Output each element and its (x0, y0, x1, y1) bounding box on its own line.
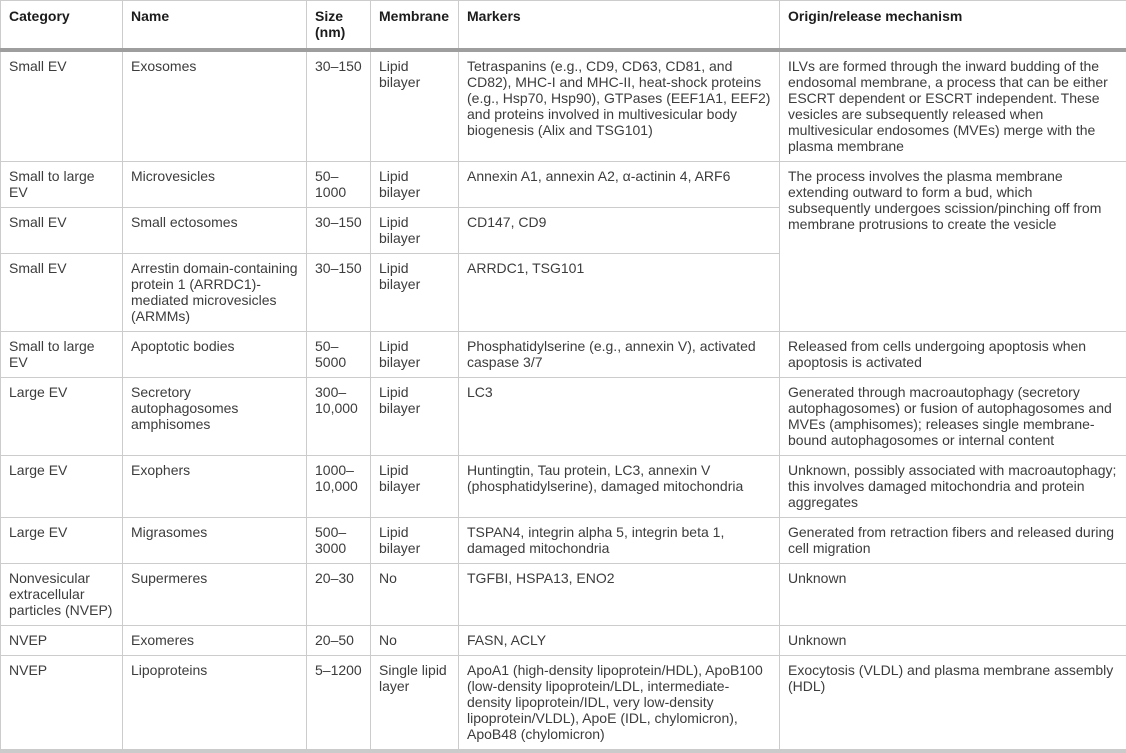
column-header-category: Category (1, 1, 123, 51)
table-row: Nonvesicular extracellular particles (NV… (1, 564, 1126, 626)
cell-membrane: Lipid bilayer (371, 332, 459, 378)
cell-size: 1000–10,000 (307, 456, 371, 518)
cell-category: Small to large EV (1, 332, 123, 378)
cell-category: Small EV (1, 50, 123, 162)
cell-size: 300–10,000 (307, 378, 371, 456)
cell-name: Supermeres (123, 564, 307, 626)
cell-size: 50–5000 (307, 332, 371, 378)
column-header-name: Name (123, 1, 307, 51)
cell-size: 30–150 (307, 50, 371, 162)
cell-origin: Unknown, possibly associated with macroa… (780, 456, 1126, 518)
cell-size: 30–150 (307, 254, 371, 332)
cell-category: NVEP (1, 626, 123, 656)
cell-membrane: Lipid bilayer (371, 254, 459, 332)
column-header-membrane: Membrane (371, 1, 459, 51)
table-header: Category Name Size (nm) Membrane Markers… (1, 1, 1126, 51)
cell-category: Large EV (1, 518, 123, 564)
cell-origin: Released from cells undergoing apoptosis… (780, 332, 1126, 378)
cell-name: Small ectosomes (123, 208, 307, 254)
cell-origin: The process involves the plasma membrane… (780, 162, 1126, 332)
cell-markers: TGFBI, HSPA13, ENO2 (459, 564, 780, 626)
header-row: Category Name Size (nm) Membrane Markers… (1, 1, 1126, 51)
cell-name: Microvesicles (123, 162, 307, 208)
cell-name: Migrasomes (123, 518, 307, 564)
cell-size: 5–1200 (307, 656, 371, 752)
cell-name: Arrestin domain-containing protein 1 (AR… (123, 254, 307, 332)
cell-membrane: Lipid bilayer (371, 518, 459, 564)
cell-category: Small EV (1, 254, 123, 332)
cell-membrane: No (371, 626, 459, 656)
cell-category: Small to large EV (1, 162, 123, 208)
cell-name: Exomeres (123, 626, 307, 656)
cell-membrane: Lipid bilayer (371, 456, 459, 518)
cell-origin: ILVs are formed through the inward buddi… (780, 50, 1126, 162)
cell-category: NVEP (1, 656, 123, 752)
column-header-size: Size (nm) (307, 1, 371, 51)
cell-name: Exophers (123, 456, 307, 518)
cell-markers: ARRDC1, TSG101 (459, 254, 780, 332)
cell-category: Small EV (1, 208, 123, 254)
column-header-origin: Origin/release mechanism (780, 1, 1126, 51)
cell-name: Apoptotic bodies (123, 332, 307, 378)
cell-category: Nonvesicular extracellular particles (NV… (1, 564, 123, 626)
cell-size: 500–3000 (307, 518, 371, 564)
cell-markers: TSPAN4, integrin alpha 5, integrin beta … (459, 518, 780, 564)
cell-markers: ApoA1 (high-density lipoprotein/HDL), Ap… (459, 656, 780, 752)
cell-markers: Huntingtin, Tau protein, LC3, annexin V … (459, 456, 780, 518)
cell-markers: CD147, CD9 (459, 208, 780, 254)
cell-markers: Annexin A1, annexin A2, α-actinin 4, ARF… (459, 162, 780, 208)
cell-origin: Generated through macroautophagy (secret… (780, 378, 1126, 456)
cell-membrane: Lipid bilayer (371, 162, 459, 208)
cell-markers: LC3 (459, 378, 780, 456)
cell-origin: Unknown (780, 564, 1126, 626)
cell-membrane: Lipid bilayer (371, 208, 459, 254)
column-header-markers: Markers (459, 1, 780, 51)
cell-origin: Generated from retraction fibers and rel… (780, 518, 1126, 564)
cell-name: Lipoproteins (123, 656, 307, 752)
cell-markers: Phosphatidylserine (e.g., annexin V), ac… (459, 332, 780, 378)
cell-membrane: Lipid bilayer (371, 378, 459, 456)
cell-size: 20–50 (307, 626, 371, 656)
cell-markers: FASN, ACLY (459, 626, 780, 656)
cell-membrane: No (371, 564, 459, 626)
cell-origin: Unknown (780, 626, 1126, 656)
cell-membrane: Lipid bilayer (371, 50, 459, 162)
cell-size: 20–30 (307, 564, 371, 626)
cell-name: Secretory autophagosomes amphisomes (123, 378, 307, 456)
cell-name: Exosomes (123, 50, 307, 162)
cell-membrane: Single lipid layer (371, 656, 459, 752)
cell-size: 50–1000 (307, 162, 371, 208)
cell-category: Large EV (1, 378, 123, 456)
cell-origin: Exocytosis (VLDL) and plasma membrane as… (780, 656, 1126, 752)
cell-category: Large EV (1, 456, 123, 518)
cell-size: 30–150 (307, 208, 371, 254)
cell-markers: Tetraspanins (e.g., CD9, CD63, CD81, and… (459, 50, 780, 162)
